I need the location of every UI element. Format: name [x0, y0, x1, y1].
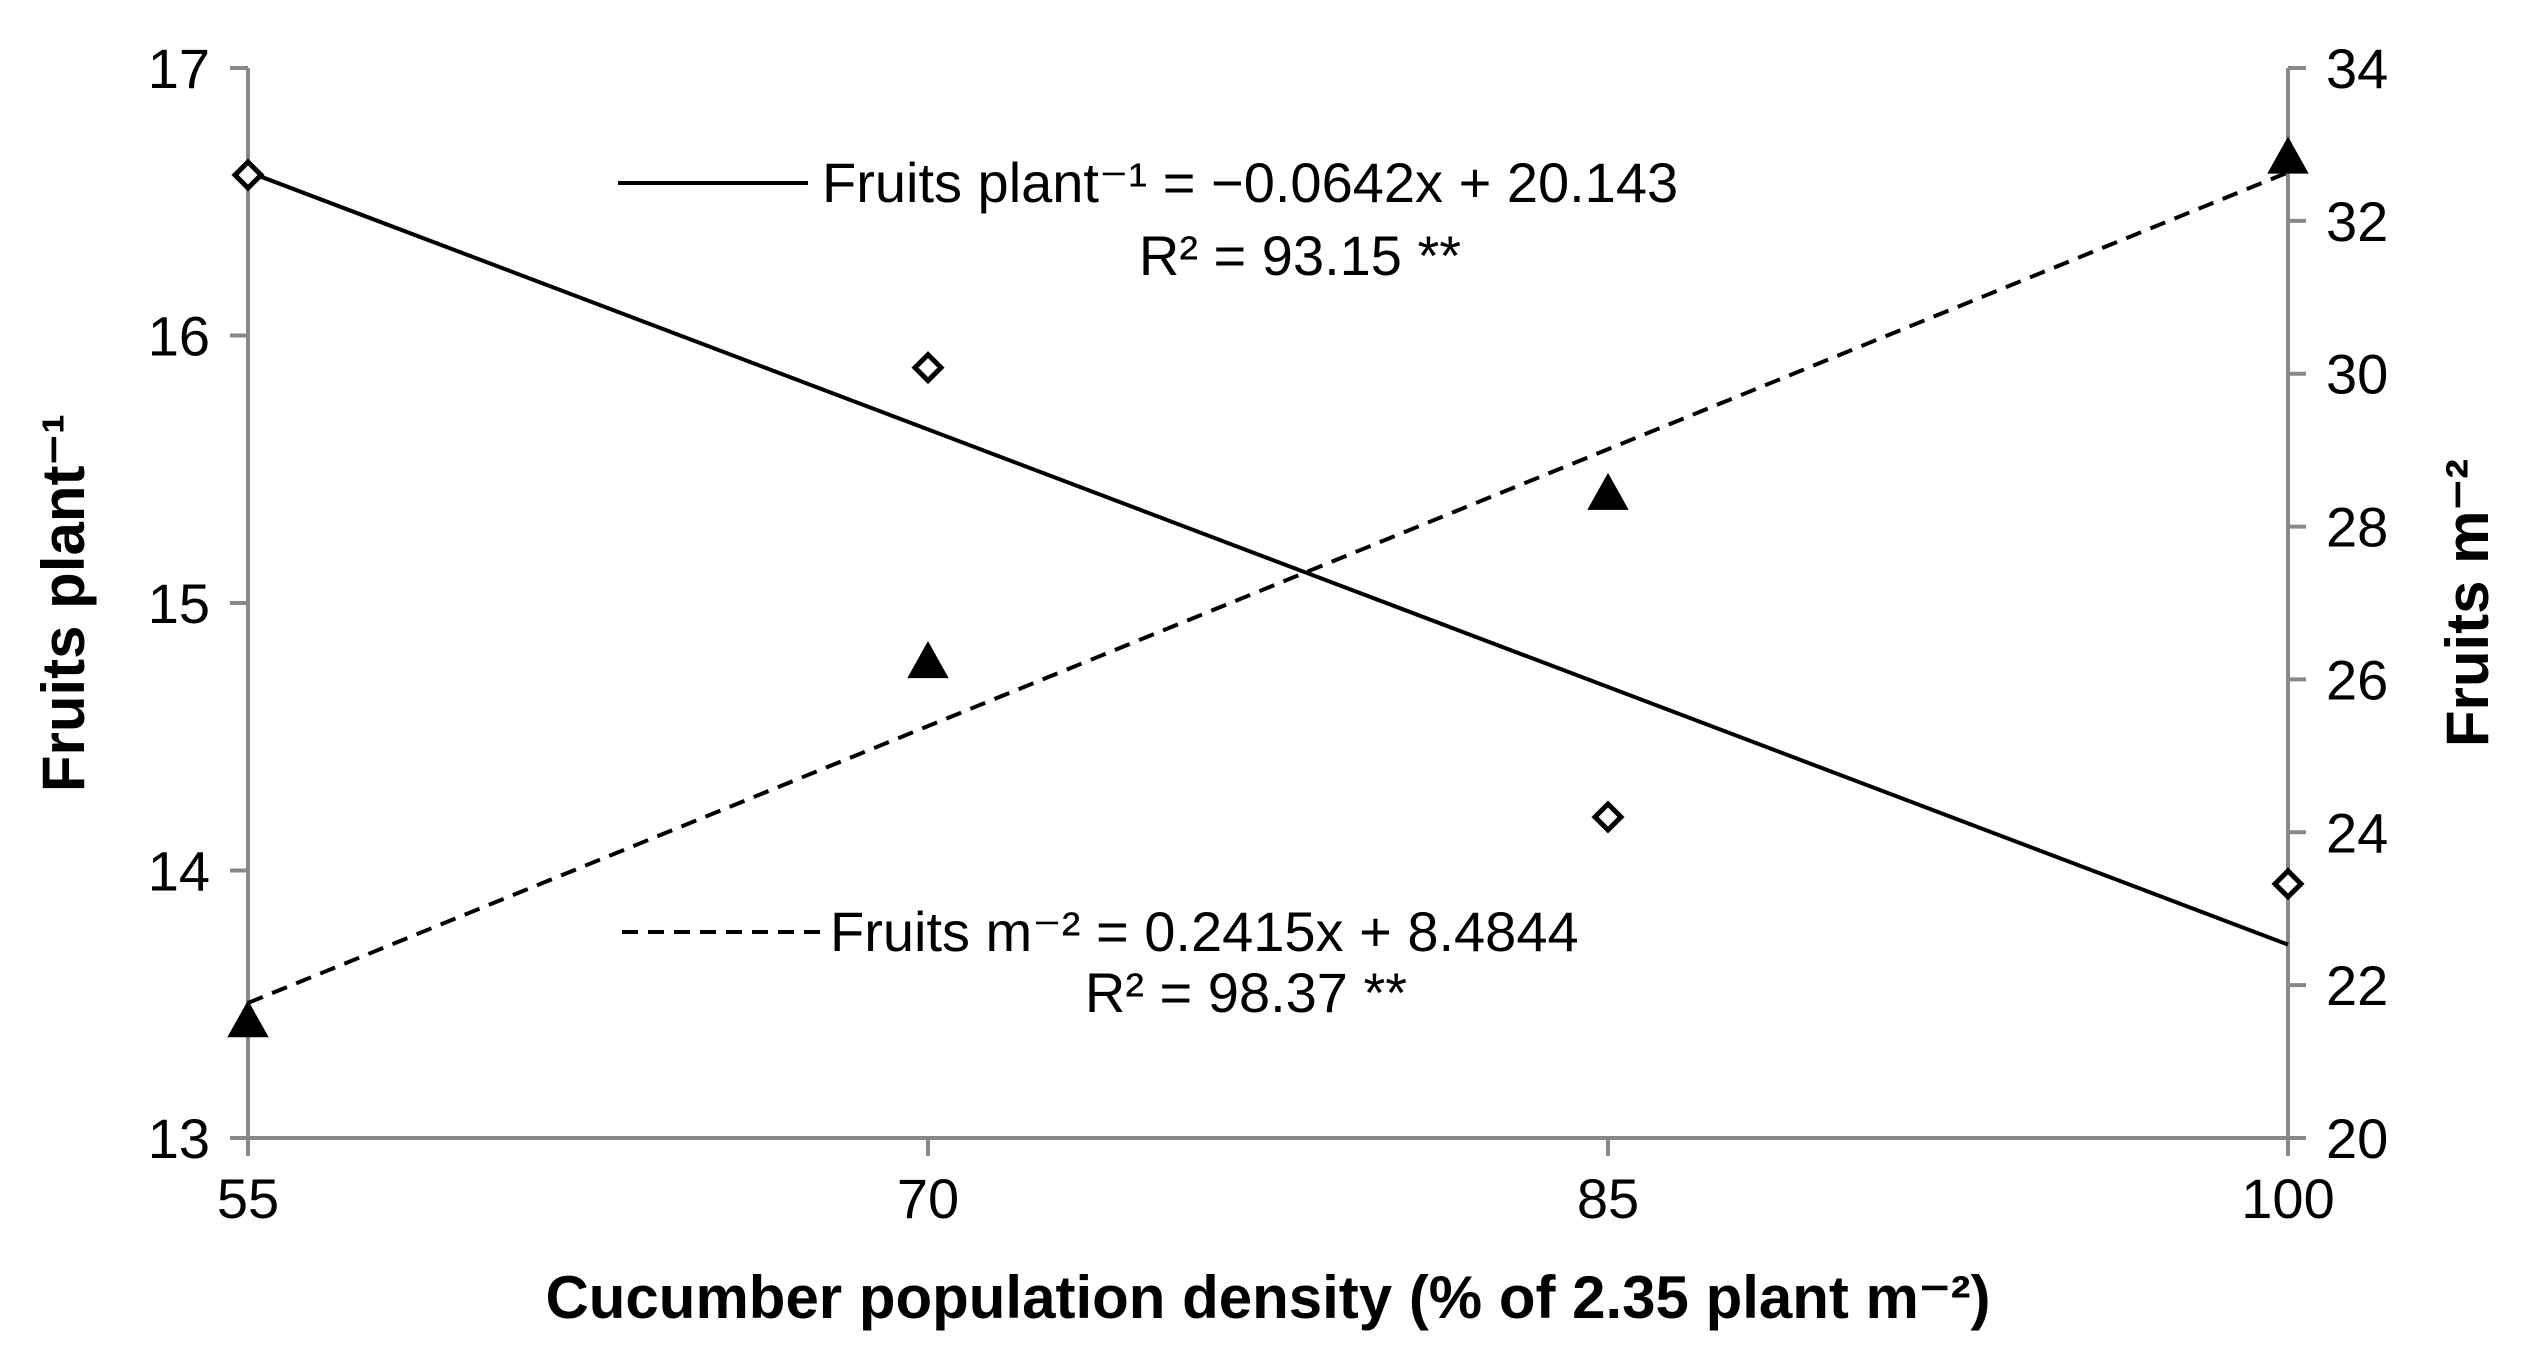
y-left-tick-label: 13: [148, 1107, 210, 1170]
x-tick-label: 55: [217, 1167, 279, 1230]
y-axis-right-title: Fruits m⁻²: [2434, 459, 2501, 747]
equation-fruits-m2: Fruits m⁻² = 0.2415x + 8.4844: [830, 900, 1579, 963]
x-tick-label: 100: [2241, 1167, 2334, 1230]
y-right-tick-label: 28: [2326, 496, 2388, 559]
y-left-tick-label: 17: [148, 37, 210, 100]
r2-fruits-m2: R² = 98.37 **: [1085, 961, 1407, 1024]
ticks-layer: 55 70 85 100 13 14 15 16 17 20 22 24 26 28 30 32 34: [148, 37, 2389, 1230]
point-fruits-m2: [227, 1000, 269, 1038]
trend-lines-layer: [247, 169, 2289, 1005]
y-right-tick-label: 20: [2326, 1107, 2388, 1170]
point-fruits-plant: [2271, 867, 2305, 901]
trend-line-fruits-plant: [247, 169, 2289, 947]
trend-line-fruits-m2: [247, 170, 2289, 1005]
x-axis-title: Cucumber population density (% of 2.35 p…: [545, 1264, 1990, 1331]
point-fruits-plant: [1591, 800, 1625, 834]
point-fruits-plant: [231, 158, 265, 192]
x-tick-label: 70: [897, 1167, 959, 1230]
y-right-tick-label: 24: [2326, 801, 2388, 864]
point-fruits-plant: [911, 351, 945, 385]
r2-fruits-plant: R² = 93.15 **: [1139, 224, 1461, 287]
data-points-layer: [227, 136, 2309, 1038]
y-right-tick-label: 34: [2326, 37, 2388, 100]
point-fruits-m2: [1587, 472, 1629, 510]
point-fruits-m2: [2267, 136, 2309, 174]
y-axis-left-title: Fruits plant⁻¹: [30, 414, 97, 792]
y-right-tick-label: 30: [2326, 343, 2388, 406]
legend-dashed: Fruits m⁻² = 0.2415x + 8.4844 R² = 98.37…: [622, 900, 1579, 1024]
y-left-tick-label: 14: [148, 840, 210, 903]
point-fruits-m2: [907, 641, 949, 679]
equation-fruits-plant: Fruits plant⁻¹ = −0.0642x + 20.143: [822, 151, 1678, 214]
y-right-tick-label: 26: [2326, 648, 2388, 711]
legend-solid: Fruits plant⁻¹ = −0.0642x + 20.143 R² = …: [618, 151, 1678, 287]
y-left-tick-label: 15: [148, 572, 210, 635]
y-right-tick-label: 32: [2326, 190, 2388, 253]
y-left-tick-label: 16: [148, 305, 210, 368]
x-tick-label: 85: [1577, 1167, 1639, 1230]
y-right-tick-label: 22: [2326, 954, 2388, 1017]
